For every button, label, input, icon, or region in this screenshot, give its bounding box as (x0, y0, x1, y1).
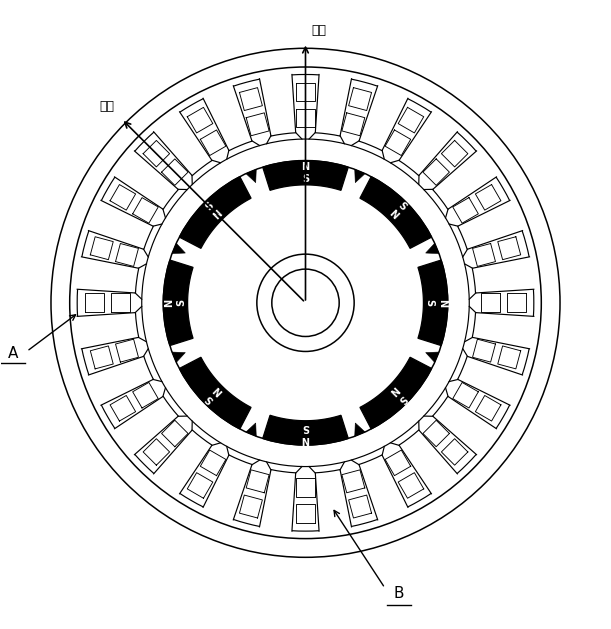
Polygon shape (426, 352, 439, 362)
Text: N: N (387, 384, 400, 397)
Text: S: S (203, 201, 215, 213)
Polygon shape (163, 260, 193, 345)
Polygon shape (180, 357, 251, 429)
Polygon shape (172, 243, 185, 253)
Text: S: S (177, 299, 186, 306)
Text: N: N (211, 384, 224, 397)
Text: A: A (7, 346, 18, 361)
Polygon shape (246, 169, 256, 182)
Polygon shape (180, 177, 251, 248)
Polygon shape (355, 169, 365, 182)
Text: S: S (425, 299, 434, 306)
Text: S: S (396, 393, 408, 405)
Polygon shape (172, 352, 185, 362)
Text: 交轴: 交轴 (99, 100, 114, 113)
Text: S: S (203, 393, 215, 405)
Polygon shape (263, 160, 348, 191)
Text: N: N (301, 434, 310, 444)
Text: S: S (396, 201, 408, 213)
Polygon shape (355, 423, 365, 437)
Text: N: N (211, 209, 224, 221)
Polygon shape (418, 260, 448, 345)
Polygon shape (263, 415, 348, 445)
Polygon shape (360, 357, 431, 429)
Polygon shape (246, 423, 256, 437)
Text: 直轴: 直轴 (311, 24, 326, 37)
Polygon shape (360, 177, 431, 248)
Text: N: N (387, 209, 400, 221)
Text: N: N (437, 299, 447, 307)
Text: B: B (394, 586, 404, 601)
Text: S: S (302, 174, 309, 184)
Text: N: N (164, 299, 174, 307)
Text: S: S (302, 422, 309, 431)
Text: N: N (301, 162, 310, 172)
Polygon shape (426, 243, 439, 253)
